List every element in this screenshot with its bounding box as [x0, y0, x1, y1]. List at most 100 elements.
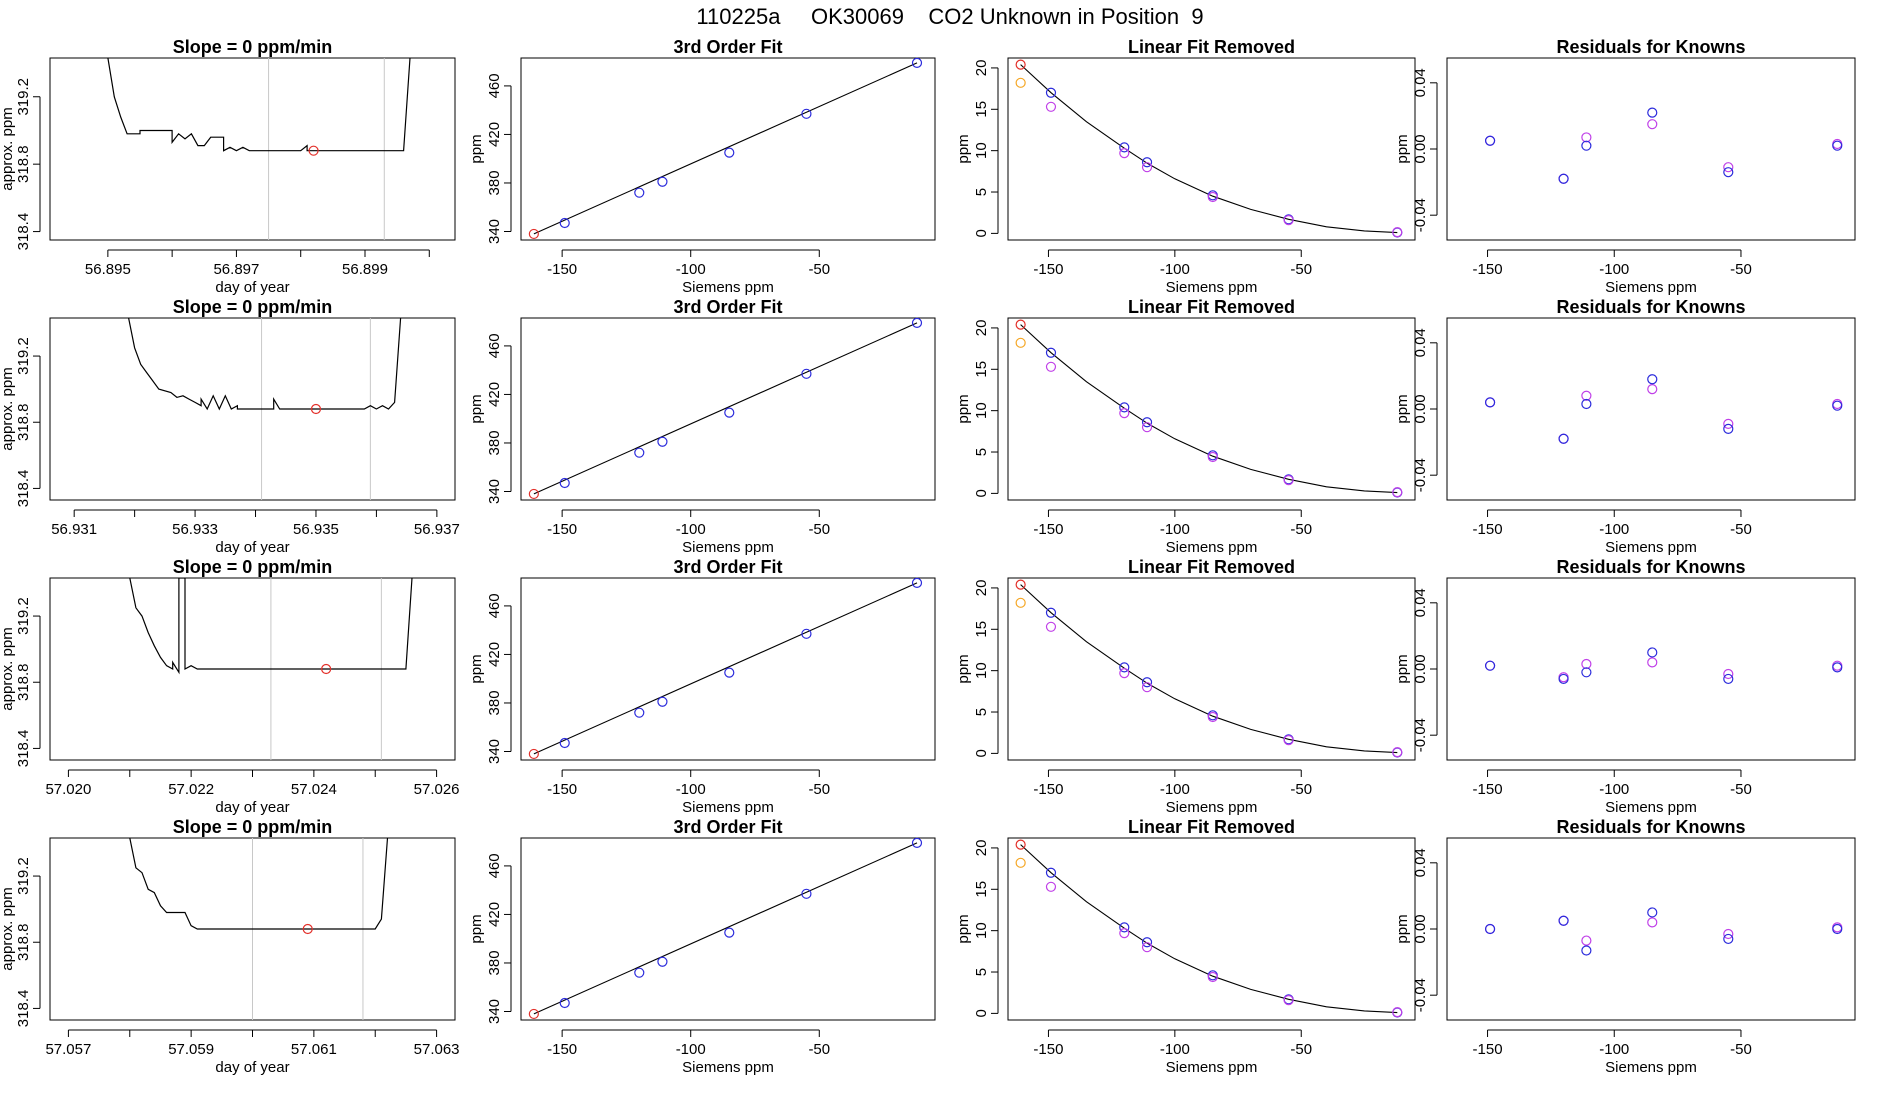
fit3-1-data-point [559, 217, 570, 229]
fit3-1-title: 3rd Order Fit [673, 37, 782, 57]
resid-1-data-point [1558, 173, 1569, 184]
fit3-1-plot-box [520, 57, 936, 241]
resid-1-y-axis-label: ppm [1394, 134, 1411, 163]
resid-2-y-tick-label: 0.00 [1412, 394, 1429, 423]
resid-3-plot-box [1446, 577, 1856, 761]
fit3-3-y-tick-label: 420 [486, 642, 503, 667]
resid-3-x-axis-label: Siemens ppm [1605, 799, 1697, 816]
resid-4-x-tick-label: -50 [1730, 1041, 1752, 1058]
fit3-2-data-point [559, 477, 570, 489]
linfit-3-data-point [1392, 747, 1403, 758]
linfit-2-data-point [1015, 319, 1026, 330]
linfit-2-data-point [1045, 347, 1057, 358]
slope-3-y-tick-label: 319.2 [15, 597, 32, 635]
fit3-1-fit-curve [533, 62, 918, 235]
linfit-2-y-tick-label: 5 [973, 448, 990, 456]
fit3-4-data-point [528, 1008, 539, 1020]
fit3-4-data-point [559, 997, 570, 1009]
linfit-4-data-point [1119, 928, 1130, 939]
linfit-3-x-tick-label: -150 [1033, 781, 1063, 798]
linfit-4-y-tick-label: 5 [973, 968, 990, 976]
slope-4-x-axis-label: day of year [215, 1059, 289, 1076]
resid-2-plot-box [1446, 317, 1856, 501]
linfit-1-fit-curve [1020, 64, 1398, 234]
resid-4-y-tick-label: -0.04 [1412, 978, 1429, 1012]
linfit-4-x-tick-label: -100 [1160, 1041, 1190, 1058]
slope-1-x-tick-label: 56.895 [85, 261, 131, 278]
linfit-4-y-tick-label: 0 [973, 1009, 990, 1017]
resid-4-y-axis-label: ppm [1394, 914, 1411, 943]
linfit-3-data-point [1141, 682, 1153, 693]
linfit-4-x-tick-label: -150 [1033, 1041, 1063, 1058]
slope-3-x-tick-label: 57.024 [291, 781, 337, 798]
linfit-2-data-point [1141, 422, 1153, 433]
linfit-1-data-point [1015, 59, 1026, 70]
slope-1-mean-point [308, 145, 319, 156]
fit3-4-x-tick-label: -50 [808, 1041, 830, 1058]
resid-3-data-point [1832, 662, 1843, 673]
slope-1-x-tick-label: 56.897 [213, 261, 259, 278]
linfit-4-data-point [1119, 922, 1130, 933]
linfit-1-y-tick-label: 5 [973, 188, 990, 196]
fit3-2-data-point [528, 488, 539, 500]
fit3-1-data-point [634, 187, 645, 198]
fit3-3-fit-curve [533, 582, 918, 755]
fit3-1-x-tick-label: -100 [676, 261, 706, 278]
linfit-1-x-axis-label: Siemens ppm [1166, 279, 1258, 296]
fit3-2-plot-box [520, 317, 936, 501]
resid-3-data-point [1581, 658, 1592, 670]
slope-2-title: Slope = 0 ppm/min [173, 297, 333, 317]
slope-1-y-tick-label: 318.4 [15, 213, 32, 251]
fit3-4-y-axis-label: ppm [468, 914, 485, 943]
resid-1-x-tick-label: -50 [1730, 261, 1752, 278]
slope-3-x-tick-label: 57.026 [414, 781, 460, 798]
fit3-3-x-axis-label: Siemens ppm [682, 799, 774, 816]
linfit-2-data-point [1283, 475, 1294, 486]
fit3-2-data-point [724, 407, 735, 418]
slope-4-y-axis-label: approx. ppm [0, 887, 16, 970]
slope-2-x-tick-label: 56.933 [172, 521, 218, 538]
linfit-2-y-tick-label: 0 [973, 489, 990, 497]
resid-1-data-point [1832, 140, 1843, 151]
fit3-4-data-point [801, 888, 812, 899]
resid-1-title: Residuals for Knowns [1556, 37, 1745, 57]
resid-1-data-point [1484, 135, 1496, 146]
linfit-2-data-point [1015, 337, 1026, 348]
linfit-3-y-tick-label: 20 [973, 580, 990, 597]
slope-4-series-line [129, 838, 389, 930]
resid-3-data-point [1558, 673, 1569, 685]
linfit-1-y-tick-label: 0 [973, 229, 990, 237]
linfit-1-y-tick-label: 15 [973, 101, 990, 118]
fit3-3-x-tick-label: -150 [547, 781, 577, 798]
linfit-1-title: Linear Fit Removed [1128, 37, 1295, 57]
fit3-3-data-point [801, 628, 812, 639]
linfit-4-data-point [1045, 881, 1057, 892]
linfit-2-x-tick-label: -150 [1033, 521, 1063, 538]
resid-1-data-point [1723, 162, 1734, 173]
linfit-4-fit-curve [1020, 844, 1398, 1014]
linfit-3-x-tick-label: -100 [1160, 781, 1190, 798]
fit3-3-title: 3rd Order Fit [673, 557, 782, 577]
resid-2-y-tick-label: 0.04 [1412, 328, 1429, 357]
fit3-4-data-point [911, 837, 923, 848]
fit3-3-plot-box [520, 577, 936, 761]
linfit-2-data-point [1119, 408, 1130, 419]
linfit-3-x-axis-label: Siemens ppm [1166, 799, 1258, 816]
slope-2-x-tick-label: 56.937 [414, 521, 460, 538]
fit3-2-data-point [801, 368, 812, 379]
fit3-4-x-tick-label: -150 [547, 1041, 577, 1058]
linfit-1-data-point [1392, 227, 1403, 238]
linfit-4-data-point [1283, 995, 1294, 1006]
slope-3-y-tick-label: 318.4 [15, 730, 32, 768]
resid-3-data-point [1723, 673, 1734, 685]
resid-3-x-tick-label: -150 [1473, 781, 1503, 798]
linfit-4-plot-box [1007, 837, 1416, 1021]
resid-4-x-tick-label: -100 [1599, 1041, 1629, 1058]
slope-2-x-tick-label: 56.935 [293, 521, 339, 538]
fit3-2-x-tick-label: -100 [676, 521, 706, 538]
slope-3-x-tick-label: 57.022 [168, 781, 214, 798]
fit3-4-x-axis-label: Siemens ppm [682, 1059, 774, 1076]
fit3-3-x-tick-label: -50 [808, 781, 830, 798]
linfit-1-data-point [1207, 191, 1218, 203]
fit3-3-data-point [528, 748, 539, 760]
